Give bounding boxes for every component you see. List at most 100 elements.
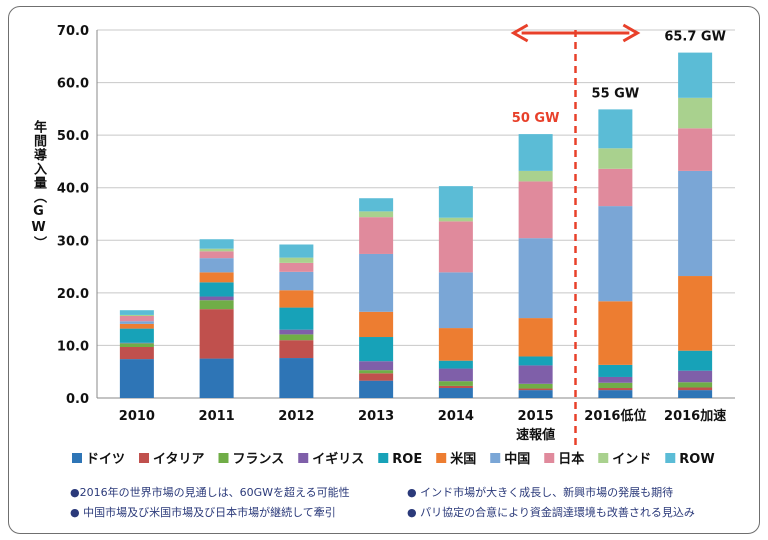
bar-segment <box>598 168 633 207</box>
bar-segment <box>518 238 553 319</box>
y-tick-label: 60.0 <box>57 77 89 92</box>
bar-segment <box>598 364 633 377</box>
bar-segment <box>438 272 473 329</box>
arrow-head-right <box>622 23 641 43</box>
bar-segment <box>598 206 633 302</box>
bar-segment <box>678 370 713 383</box>
legend-label: ROW <box>679 452 714 467</box>
bar-segment <box>678 387 713 391</box>
y-axis-label: 年間導入量（GW） <box>31 120 46 250</box>
bar-segment <box>438 381 473 386</box>
bar-segment <box>279 307 314 330</box>
bar-segment <box>119 343 154 348</box>
bar-segment <box>359 370 394 374</box>
bar-segment <box>359 337 394 362</box>
bar-segment <box>678 276 713 351</box>
bar-segment <box>438 388 473 398</box>
legend-swatch <box>298 453 309 463</box>
bar-segment <box>678 170 713 277</box>
bar-segment <box>359 361 394 371</box>
legend-swatch <box>218 453 229 463</box>
legend-label: 日本 <box>558 451 584 467</box>
note-2: ● インド市場が大きく成長し、新興市場の発展も期待 <box>407 486 674 499</box>
bar-segment <box>598 109 633 149</box>
bar-segment <box>119 321 154 324</box>
x-tick-label: 2015 <box>518 409 554 424</box>
bar-segment <box>359 198 394 212</box>
legend-swatch <box>378 453 389 463</box>
x-tick-label: 速報値 <box>516 427 555 443</box>
y-tick-label: 50.0 <box>57 129 89 144</box>
legend-swatch <box>139 453 150 463</box>
bar-segment <box>199 296 234 301</box>
x-tick-label: 2014 <box>438 409 474 424</box>
bar-segment <box>359 211 394 218</box>
legend-label: 中国 <box>504 451 530 467</box>
bar-segment <box>598 148 633 169</box>
bar-segment <box>598 390 633 398</box>
bar-segment <box>438 360 473 369</box>
legend-swatch <box>490 453 501 463</box>
bar-segment <box>518 170 553 182</box>
bar-segment <box>359 253 394 312</box>
bar-segment <box>518 181 553 239</box>
bar-segment <box>119 359 154 398</box>
bar-segment <box>518 388 553 391</box>
bar-segment <box>518 365 553 384</box>
y-tick-label: 10.0 <box>57 339 89 354</box>
bar-segment <box>119 314 154 316</box>
x-tick-label: 2011 <box>199 409 235 424</box>
bar-segment <box>678 97 713 129</box>
bar-segment <box>119 342 154 344</box>
bar-segment <box>199 258 234 273</box>
data-label: 55 GW <box>592 86 640 101</box>
note-3: ● 中国市場及び米国市場及び日本市場が継続して牽引 <box>70 506 336 519</box>
bar-segment <box>518 134 553 171</box>
legend-swatch <box>544 453 555 463</box>
bar-segment <box>279 290 314 308</box>
bar-segment <box>279 334 314 341</box>
bar-segment <box>279 262 314 272</box>
bar-segment <box>438 385 473 389</box>
legend-label: イギリス <box>312 451 364 467</box>
bar-segment <box>598 301 633 365</box>
x-tick-label: 2010 <box>119 409 155 424</box>
arrow-head-left <box>510 23 529 43</box>
bar-segment <box>678 52 713 98</box>
bar-segment <box>279 329 314 335</box>
bar-segment <box>438 186 473 218</box>
legend-label: ドイツ <box>86 452 125 467</box>
bar-segment <box>279 271 314 291</box>
y-tick-label: 70.0 <box>57 24 89 39</box>
bar-segment <box>199 358 234 398</box>
bar-segment <box>199 248 234 252</box>
bar-segment <box>438 328 473 361</box>
data-label: 50 GW <box>512 111 560 126</box>
bar-segment <box>518 356 553 366</box>
bar-segment <box>678 350 713 371</box>
legend-label: インド <box>612 452 651 467</box>
bar-segment <box>279 340 314 359</box>
bar-segment <box>518 390 553 398</box>
bar-segment <box>359 217 394 254</box>
bar-segment <box>119 347 154 360</box>
x-tick-label: 2012 <box>278 409 314 424</box>
y-tick-label: 20.0 <box>57 287 89 302</box>
legend-swatch <box>598 453 609 463</box>
bar-segment <box>279 257 314 263</box>
bar-segment <box>678 382 713 388</box>
note-4: ● パリ協定の合意により資金調達環境も改善される見込み <box>407 506 695 519</box>
bar-segment <box>438 221 473 273</box>
bar-segment <box>199 251 234 259</box>
y-tick-label: 0.0 <box>66 392 89 407</box>
bar-segment <box>438 217 473 222</box>
bar-segment <box>359 311 394 338</box>
bar-segment <box>199 239 234 249</box>
bar-segment <box>279 244 314 258</box>
bar-segment <box>279 358 314 398</box>
bar-segment <box>598 376 633 383</box>
bar-segment <box>119 328 154 343</box>
legend-swatch <box>72 453 82 463</box>
y-tick-label: 40.0 <box>57 182 89 197</box>
